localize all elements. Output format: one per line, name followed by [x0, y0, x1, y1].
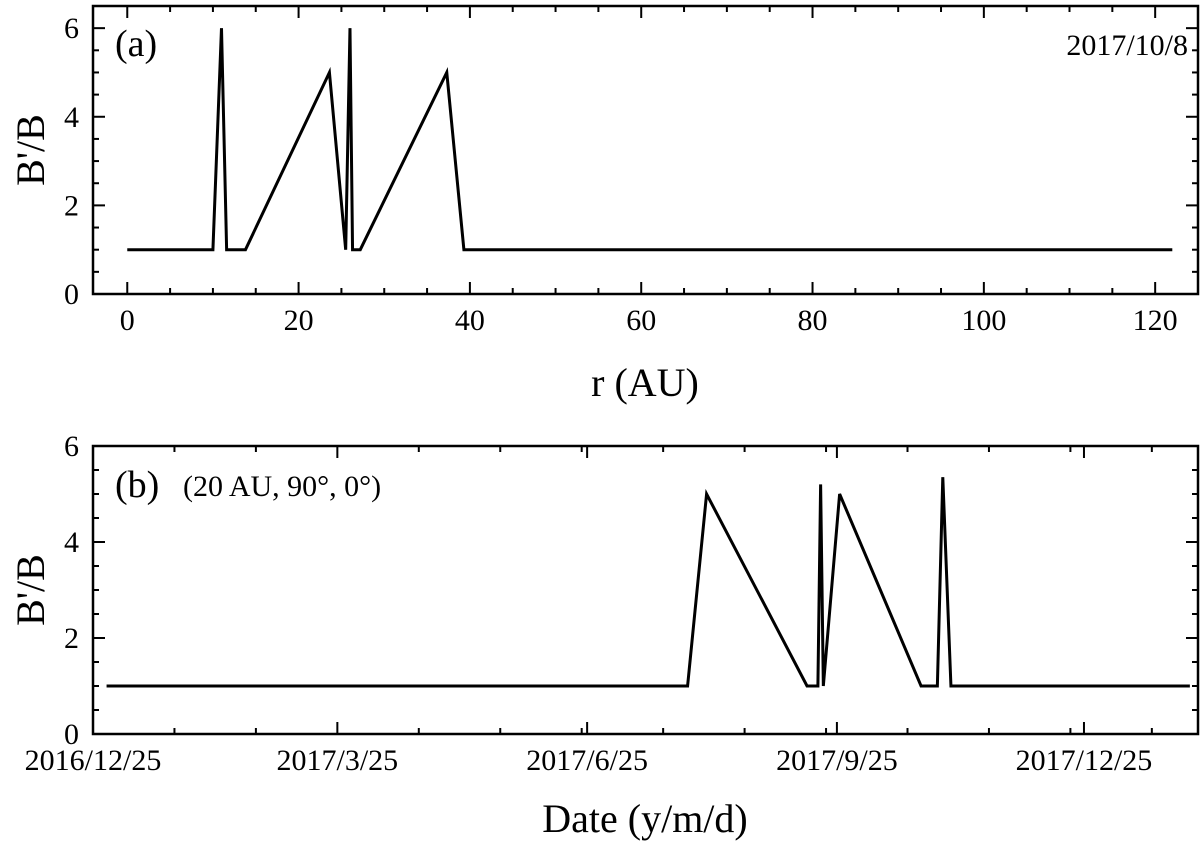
x-tick-label: 2016/12/25	[25, 744, 162, 777]
y-tick-label: 0	[64, 718, 79, 751]
y-tick-label: 6	[64, 12, 79, 45]
panel-a-frame	[91, 4, 1200, 296]
panel-a-x-axis-title: r (AU)	[591, 360, 699, 405]
y-tick-label: 4	[64, 526, 79, 559]
x-tick-label: 100	[961, 304, 1006, 337]
x-tick-label: 0	[120, 304, 135, 337]
x-tick-label: 2017/6/25	[526, 744, 648, 777]
y-tick-label: 6	[64, 430, 79, 463]
y-tick-label: 4	[64, 101, 79, 134]
panel-b: 2016/12/25 2017/3/25 2017/6/25 2017/9/25 201…	[8, 430, 1200, 841]
panel-a-label: (a)	[115, 23, 157, 65]
x-tick-label: 60	[626, 304, 656, 337]
panel-a-y-axis-title: B'/B	[8, 114, 53, 186]
panel-b-x-tick-labels: 2016/12/25 2017/3/25 2017/6/25 2017/9/25 201…	[25, 744, 1153, 777]
x-tick-label: 120	[1133, 304, 1178, 337]
x-tick-label: 2017/12/25	[1016, 744, 1153, 777]
x-tick-label: 80	[798, 304, 828, 337]
panel-a-annotation: 2017/10/8	[1066, 29, 1188, 62]
x-tick-label: 2017/9/25	[776, 744, 898, 777]
panel-b-annotation: (20 AU, 90°, 0°)	[183, 470, 381, 503]
panel-a-x-tick-labels: 0 20 40 60 80 100 120	[120, 304, 1178, 337]
y-tick-label: 2	[64, 622, 79, 655]
y-tick-label: 2	[64, 189, 79, 222]
panel-a-series-line	[127, 28, 1173, 252]
panel-a: 0 20 40 60 80 100 120 0 2 4 6 (a) 2017/10/8 r (AU…	[8, 4, 1200, 405]
x-tick-label: 2017/3/25	[277, 744, 399, 777]
panel-b-y-axis-title: B'/B	[8, 554, 53, 626]
panel-b-ticks	[92, 445, 1198, 735]
panel-b-x-axis-title: Date (y/m/d)	[542, 796, 748, 841]
panel-b-series-line	[106, 477, 1190, 688]
x-tick-label: 20	[284, 304, 314, 337]
panel-a-y-tick-labels: 0 2 4 6	[64, 12, 79, 311]
x-tick-label: 40	[455, 304, 485, 337]
panel-b-label: (b)	[115, 464, 159, 506]
y-tick-label: 0	[64, 278, 79, 311]
panel-a-ticks	[93, 5, 1199, 295]
panel-b-y-tick-labels: 0 2 4 6	[64, 430, 79, 751]
